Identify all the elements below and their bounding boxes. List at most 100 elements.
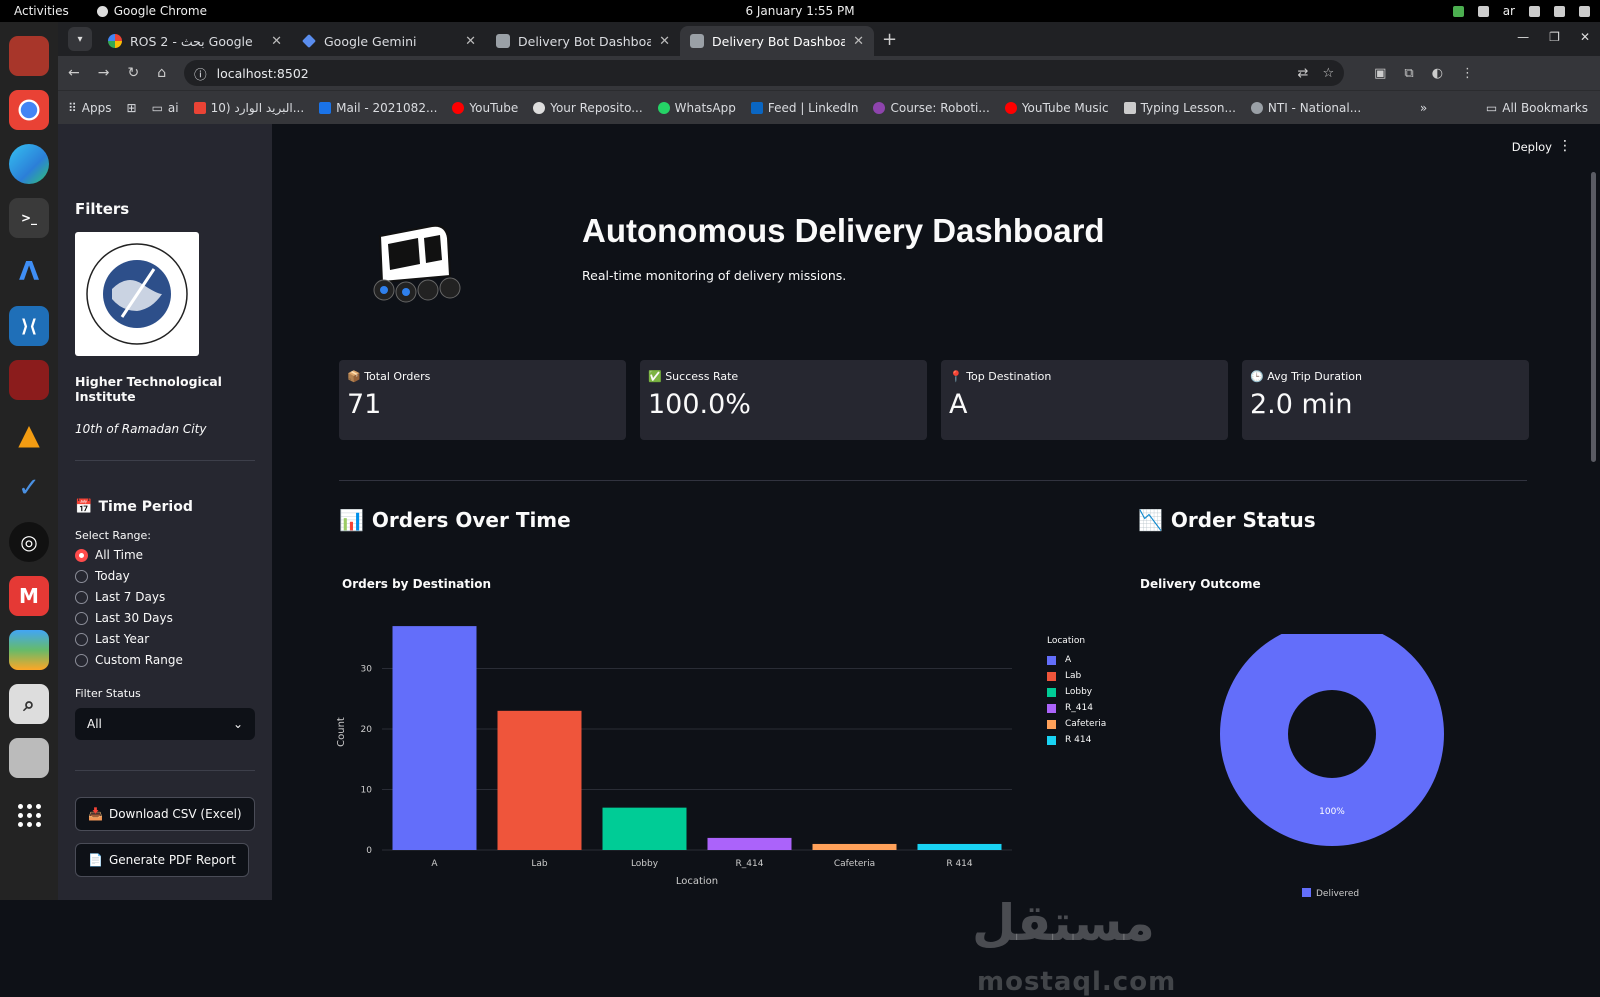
range-today[interactable]: Today bbox=[75, 569, 255, 583]
close-icon[interactable]: ✕ bbox=[271, 33, 282, 49]
close-icon[interactable]: ✕ bbox=[853, 33, 864, 49]
bookmark-youtube-music[interactable]: YouTube Music bbox=[1004, 101, 1109, 115]
minimize-icon[interactable]: — bbox=[1517, 30, 1530, 44]
gemini-icon bbox=[302, 34, 316, 48]
legend-item[interactable]: Lab bbox=[1047, 668, 1106, 684]
bar[interactable] bbox=[917, 843, 1002, 850]
activities-button[interactable]: Activities bbox=[14, 4, 69, 18]
pie-slice[interactable] bbox=[1220, 634, 1444, 846]
donut-chart-title: Delivery Outcome bbox=[1140, 577, 1261, 591]
bookmark-github[interactable]: Your Reposito... bbox=[533, 101, 643, 115]
screen-recorder-icon[interactable]: ◎ bbox=[9, 522, 49, 562]
deploy-button[interactable]: Deploy bbox=[1511, 140, 1552, 154]
shield-icon bbox=[1452, 5, 1464, 17]
site-info-icon[interactable]: ⓘ bbox=[194, 66, 207, 82]
heading-text: Orders Over Time bbox=[371, 508, 571, 532]
range-all-time[interactable]: All Time bbox=[75, 548, 255, 562]
magnifier-icon[interactable]: ⌕ bbox=[9, 684, 49, 724]
app-menu[interactable]: Google Chrome bbox=[96, 4, 207, 18]
app-name: Google Chrome bbox=[113, 4, 207, 18]
radio-icon bbox=[75, 590, 88, 604]
simulator-icon[interactable] bbox=[9, 360, 49, 400]
extension-icon[interactable]: ▣ bbox=[1374, 65, 1387, 81]
bookmark-label: YouTube bbox=[469, 100, 519, 115]
range-last-year[interactable]: Last Year bbox=[75, 632, 255, 646]
restore-icon[interactable]: ❐ bbox=[1549, 30, 1560, 44]
bookmark-ai-folder[interactable]: ▭ ai bbox=[152, 101, 179, 115]
delivery-outcome-chart[interactable]: 100% Delivered bbox=[1212, 634, 1452, 900]
metric-label: Top Destination bbox=[966, 370, 1052, 383]
legend-item[interactable]: A bbox=[1047, 652, 1106, 668]
bar[interactable] bbox=[812, 843, 897, 850]
typing-icon bbox=[1123, 101, 1136, 114]
legend-item[interactable]: R_414 bbox=[1047, 700, 1106, 716]
scrollbar[interactable] bbox=[1591, 172, 1596, 462]
arduino-ide-icon[interactable]: Λ bbox=[18, 257, 40, 287]
range-custom[interactable]: Custom Range bbox=[75, 653, 255, 667]
terminal-icon[interactable]: >_ bbox=[9, 198, 49, 238]
bar[interactable] bbox=[392, 626, 477, 850]
reload-icon[interactable]: ↻ bbox=[127, 65, 140, 81]
system-tray[interactable]: ar bbox=[1452, 4, 1590, 18]
bookmark-mail[interactable]: Mail - 2021082... bbox=[319, 101, 437, 115]
close-icon[interactable]: ✕ bbox=[465, 33, 476, 49]
translate-icon[interactable]: ⇄ bbox=[1297, 65, 1309, 81]
legend-item[interactable]: Cafeteria bbox=[1047, 716, 1106, 732]
tab-ros2-google[interactable]: ROS 2 - بحث Google ✕ bbox=[98, 26, 292, 56]
extensions-puzzle-icon[interactable]: ⧉ bbox=[1404, 65, 1414, 81]
tab-delivery-dashboard-1[interactable]: Delivery Bot Dashboard ✕ bbox=[486, 26, 680, 56]
legend-item[interactable]: Lobby bbox=[1047, 684, 1106, 700]
tab-gemini[interactable]: Google Gemini ✕ bbox=[292, 26, 486, 56]
vscode-icon[interactable]: ⟩⟨ bbox=[9, 306, 49, 346]
bookmark-typing[interactable]: Typing Lesson... bbox=[1123, 101, 1236, 115]
menu-icon[interactable]: ⋮ bbox=[1461, 65, 1475, 81]
chart-legend[interactable]: Location A Lab Lobby R_414 Cafeteria R 414 bbox=[1047, 636, 1106, 748]
profile-avatar[interactable]: ◐ bbox=[1431, 65, 1444, 81]
more-bookmarks-icon[interactable]: » bbox=[1419, 100, 1428, 115]
filter-status-select[interactable]: All ⌄ bbox=[75, 708, 255, 740]
bookmarks-bar: ⠿ Apps ⊞ ▭ ai البريد الوارد (10... Mail - … bbox=[58, 90, 1600, 124]
bookmark-apps[interactable]: ⠿ Apps bbox=[68, 101, 112, 115]
vlc-icon[interactable]: ▲ bbox=[18, 417, 40, 451]
bookmark-nti[interactable]: NTI - National... bbox=[1250, 101, 1361, 115]
edge-icon[interactable] bbox=[9, 144, 49, 184]
show-apps-icon[interactable] bbox=[17, 804, 41, 827]
bookmark-course[interactable]: Course: Roboti... bbox=[873, 101, 990, 115]
legend-item[interactable]: R 414 bbox=[1047, 732, 1106, 748]
bookmark-gmail[interactable]: البريد الوارد (10... bbox=[193, 101, 304, 115]
chrome-app-icon[interactable] bbox=[9, 90, 49, 130]
range-last-7-days[interactable]: Last 7 Days bbox=[75, 590, 255, 604]
bookmark-youtube[interactable]: YouTube bbox=[452, 101, 518, 115]
linkedin-icon bbox=[750, 101, 763, 114]
bookmark-linkedin[interactable]: Feed | LinkedIn bbox=[750, 101, 858, 115]
tab-delivery-dashboard-2[interactable]: Delivery Bot Dashboard ✕ bbox=[680, 26, 874, 56]
back-icon[interactable]: ← bbox=[68, 65, 80, 81]
tab-search-button[interactable]: ▾ bbox=[68, 27, 92, 51]
grid-icon[interactable]: ⊞ bbox=[126, 100, 137, 115]
new-tab-button[interactable]: + bbox=[882, 29, 898, 50]
home-icon[interactable]: ⌂ bbox=[157, 65, 167, 81]
drive-icon[interactable] bbox=[9, 738, 49, 778]
generate-pdf-button[interactable]: 📄 Generate PDF Report bbox=[75, 843, 249, 877]
bookmark-whatsapp[interactable]: WhatsApp bbox=[657, 101, 736, 115]
legend-swatch bbox=[1302, 888, 1311, 897]
files-icon[interactable] bbox=[9, 36, 49, 76]
download-csv-button[interactable]: 📥 Download CSV (Excel) bbox=[75, 797, 255, 831]
layers-icon[interactable] bbox=[9, 630, 49, 670]
forward-icon[interactable]: → bbox=[97, 65, 110, 81]
orders-by-destination-chart[interactable]: 0 10 20 30 Count A Lab Lobby R_414 Cafeteria R 414… bbox=[332, 604, 1052, 900]
clock[interactable]: 6 January 1:55 PM bbox=[745, 4, 855, 18]
keyboard-layout[interactable]: ar bbox=[1502, 4, 1515, 18]
tasks-icon[interactable]: ✓ bbox=[18, 473, 40, 503]
app-m-icon[interactable]: M bbox=[9, 576, 49, 616]
close-icon[interactable]: ✕ bbox=[659, 33, 670, 49]
close-window-icon[interactable]: ✕ bbox=[1579, 30, 1590, 44]
bar[interactable] bbox=[707, 837, 792, 850]
bar[interactable] bbox=[602, 807, 687, 850]
bookmark-star-icon[interactable]: ☆ bbox=[1322, 65, 1335, 81]
bar[interactable] bbox=[497, 710, 582, 850]
address-bar[interactable]: ⓘ localhost:8502 ⇄ ☆ bbox=[184, 60, 1345, 86]
main-menu-icon[interactable]: ⋮ bbox=[1558, 138, 1572, 154]
range-last-30-days[interactable]: Last 30 Days bbox=[75, 611, 255, 625]
all-bookmarks[interactable]: ▭ All Bookmarks bbox=[1486, 101, 1588, 115]
